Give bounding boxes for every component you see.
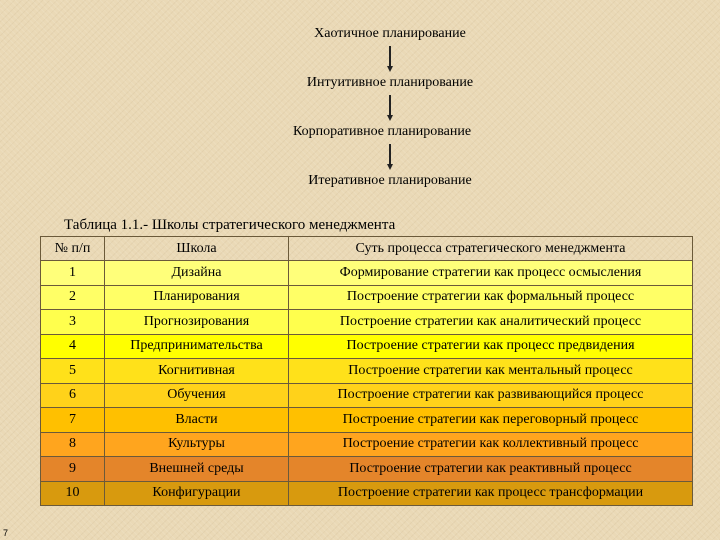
row-school: Планирования: [104, 284, 289, 310]
down-arrow-icon: [387, 46, 393, 72]
row-number: 8: [40, 431, 105, 457]
row-number: 6: [40, 382, 105, 408]
down-arrow-icon: [387, 144, 393, 170]
header-school: Школа: [104, 236, 289, 261]
row-essence: Построение стратегии как ментальный проц…: [288, 358, 693, 384]
row-school: Власти: [104, 407, 289, 433]
row-essence: Построение стратегии как реактивный проц…: [288, 456, 693, 482]
down-arrow-icon: [387, 95, 393, 121]
flow-item-corporate: Корпоративное планирование: [292, 124, 472, 139]
table-row: 3 Прогнозирования Построение стратегии как…: [40, 309, 693, 335]
row-number: 7: [40, 407, 105, 433]
row-essence: Построение стратегии как процесс трансфо…: [288, 480, 693, 506]
table-row: 7 Власти Построение стратегии как перегово…: [40, 407, 693, 433]
row-school: Дизайна: [104, 260, 289, 286]
row-essence: Построение стратегии как коллективный пр…: [288, 431, 693, 457]
schools-table: № п/п Школа Суть процесса стратегическог…: [40, 236, 693, 506]
row-number: 10: [40, 480, 105, 506]
row-essence: Построение стратегии как формальный проц…: [288, 284, 693, 310]
row-number: 3: [40, 309, 105, 335]
table-row: 5 Когнитивная Построение стратегии как мен…: [40, 358, 693, 384]
row-school: Когнитивная: [104, 358, 289, 384]
table-row: 9 Внешней среды Построение стратегии как р…: [40, 456, 693, 482]
row-essence: Построение стратегии как развивающийся п…: [288, 382, 693, 408]
table-row: 2 Планирования Построение стратегии как фо…: [40, 284, 693, 310]
table-row: 10 Конфигурации Построение стратегии как п…: [40, 480, 693, 506]
table-row: 6 Обучения Построение стратегии как развив…: [40, 382, 693, 408]
row-school: Культуры: [104, 431, 289, 457]
flow-item-iterative: Итеративное планирование: [308, 173, 472, 188]
header-essence: Суть процесса стратегического менеджмент…: [288, 236, 693, 261]
header-number: № п/п: [40, 236, 105, 261]
row-number: 4: [40, 333, 105, 359]
row-number: 1: [40, 260, 105, 286]
table-row: 8 Культуры Построение стратегии как коллек…: [40, 431, 693, 457]
row-essence: Построение стратегии как переговорный пр…: [288, 407, 693, 433]
row-school: Внешней среды: [104, 456, 289, 482]
table-header-row: № п/п Школа Суть процесса стратегическог…: [40, 236, 693, 261]
row-number: 2: [40, 284, 105, 310]
row-school: Предпринимательства: [104, 333, 289, 359]
page-number: 7: [3, 528, 9, 538]
row-essence: Построение стратегии как аналитический п…: [288, 309, 693, 335]
table-row: 4 Предпринимательства Построение стратегии…: [40, 333, 693, 359]
row-school: Обучения: [104, 382, 289, 408]
row-number: 5: [40, 358, 105, 384]
flow-item-chaotic: Хаотичное планирование: [314, 26, 466, 41]
flow-item-intuitive: Интуитивное планирование: [306, 75, 474, 90]
row-essence: Формирование стратегии как процесс осмыс…: [288, 260, 693, 286]
table-row: 1 Дизайна Формирование стратегии как проце…: [40, 260, 693, 286]
row-number: 9: [40, 456, 105, 482]
row-school: Конфигурации: [104, 480, 289, 506]
row-essence: Построение стратегии как процесс предвид…: [288, 333, 693, 359]
table-caption: Таблица 1.1.- Школы стратегического мене…: [64, 217, 396, 233]
row-school: Прогнозирования: [104, 309, 289, 335]
